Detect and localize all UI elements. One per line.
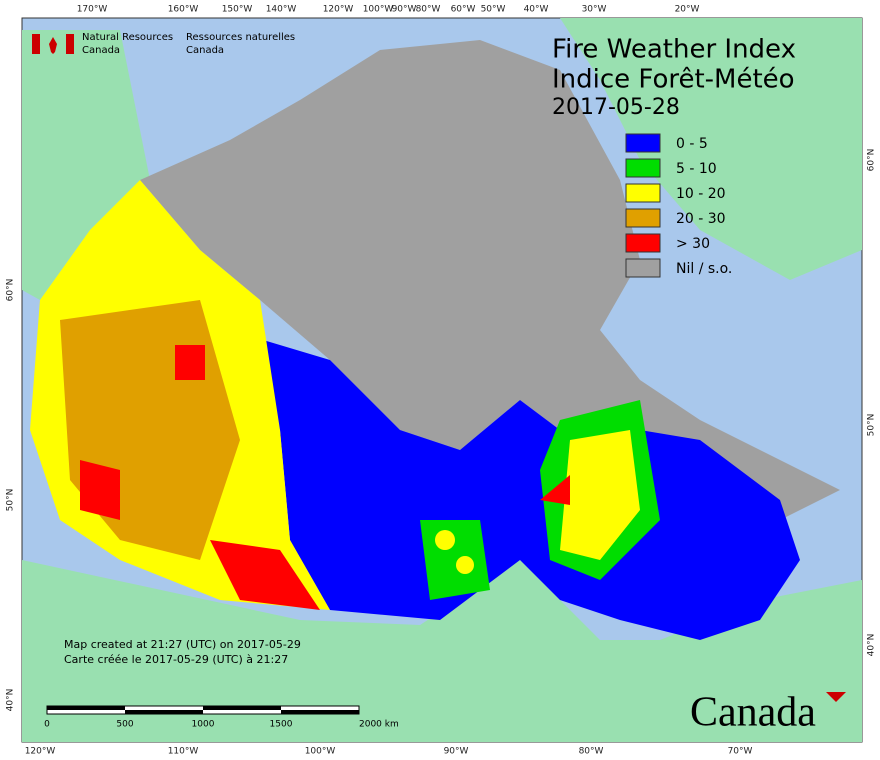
scale-labels: 0 500 1000 1500 2000 km (44, 720, 399, 730)
graticule-label: 160°W (168, 5, 199, 15)
graticule-label: 120°W (323, 5, 354, 15)
scale-label: 500 (116, 720, 133, 730)
graticule-label: 70°W (728, 747, 753, 757)
scale-label: 1000 (192, 720, 215, 730)
graticule-label: 20°W (675, 5, 700, 15)
graticule-label: 120°W (25, 747, 56, 757)
graticule-label: 60°N (867, 149, 877, 172)
graticule-label: 100°W (363, 5, 394, 15)
graticule-label: 40°N (867, 634, 877, 657)
scale-segment (47, 706, 125, 710)
legend-swatch (625, 133, 661, 153)
fwi-extreme-prairies (210, 540, 320, 610)
scale-label: 2000 km (359, 720, 399, 730)
legend-swatch (625, 258, 661, 278)
wordmark-flag (826, 692, 846, 702)
fwi-high-spot (435, 530, 455, 550)
org-fr: Ressources naturelles (186, 32, 295, 43)
legend-swatch (625, 183, 661, 203)
legend-label: 5 - 10 (676, 161, 717, 177)
org-fr: Canada (186, 45, 224, 56)
scale-bar (46, 705, 360, 715)
scale-label: 0 (44, 720, 50, 730)
fwi-low (230, 330, 800, 640)
graticule-label: 80°W (579, 747, 604, 757)
graticule-label: 30°W (582, 5, 607, 15)
fwi-moderate-central (420, 520, 490, 600)
fwi-extreme-east (540, 475, 570, 505)
note: Carte créée le 2017-05-29 (UTC) à 21:27 (64, 653, 288, 666)
graticule-labels: 170°W 160°W 150°W 140°W 120°W 100°W90°W 80°W 60… (6, 5, 877, 757)
scale-segment (281, 710, 359, 714)
graticule-label: 60°W (451, 5, 476, 15)
org-en: Natural Resources (82, 32, 173, 43)
usa-land (22, 560, 862, 742)
flag-bar (66, 34, 74, 54)
branding: Natural Resources Canada Ressources natu… (32, 32, 295, 56)
legend-swatch (625, 233, 661, 253)
graticule-label: 170°W (77, 5, 108, 15)
scale-segment (125, 710, 203, 714)
scale-label: 1500 (270, 720, 293, 730)
scale-segment (203, 706, 281, 710)
legend-swatch (625, 208, 661, 228)
legend: 0 - 5 5 - 10 10 - 20 20 - 30 > 30 Nil / s.o. (625, 133, 732, 278)
graticule-label: 110°W (168, 747, 199, 757)
graticule-label: 50°N (867, 414, 877, 437)
nil-region (140, 40, 840, 520)
graticule-label: 80°W (416, 5, 441, 15)
fwi-high-east (560, 430, 640, 560)
title: Fire Weather Index (552, 35, 796, 65)
alaska (22, 30, 150, 300)
flag-bar (32, 34, 40, 54)
fwi-extreme-bc (80, 460, 120, 520)
date: 2017-05-28 (552, 95, 680, 120)
graticule-label: 140°W (266, 5, 297, 15)
graticule-label: 90°W (392, 5, 417, 15)
title: Indice Forêt-Météo (552, 65, 795, 95)
graticule-label: 100°W (305, 747, 336, 757)
fwi-high-spot (456, 556, 474, 574)
wordmark: Canada (690, 690, 816, 736)
legend-label: 20 - 30 (676, 211, 726, 227)
fwi-extreme-north (175, 345, 205, 380)
greenland (560, 18, 862, 280)
note: Map created at 21:27 (UTC) on 2017-05-29 (64, 638, 301, 651)
maple-leaf (49, 37, 57, 54)
graticule-label: 60°N (6, 279, 16, 302)
graticule-label: 50°W (481, 5, 506, 15)
org-en: Canada (82, 45, 120, 56)
legend-label: 10 - 20 (676, 186, 726, 202)
map-frame (21, 17, 863, 743)
graticule-label: 40°W (524, 5, 549, 15)
graticule-label: 90°W (444, 747, 469, 757)
legend-label: Nil / s.o. (676, 261, 732, 277)
graticule-label: 50°N (6, 489, 16, 512)
legend-label: 0 - 5 (676, 136, 708, 152)
graticule-label: 40°N (6, 689, 16, 712)
legend-label: > 30 (676, 236, 710, 252)
legend-swatch (625, 158, 661, 178)
graticule-label: 150°W (222, 5, 253, 15)
